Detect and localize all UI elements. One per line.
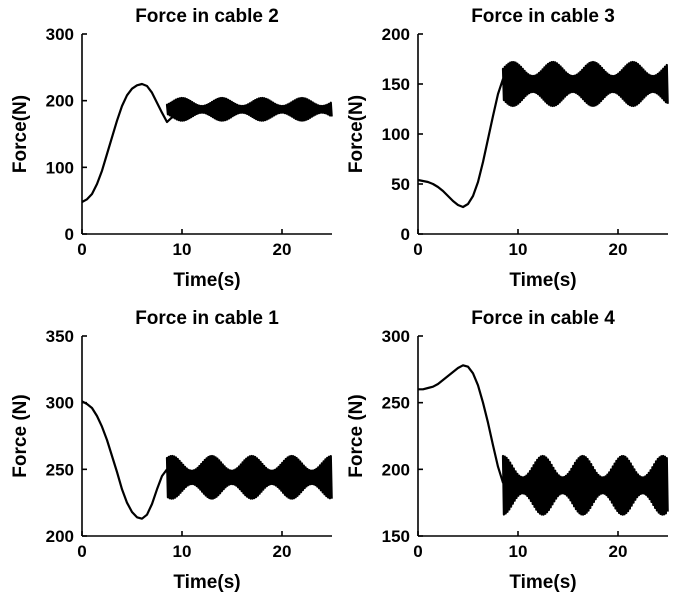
chart-title: Force in cable 2: [135, 6, 279, 27]
y-tick-label: 300: [46, 394, 74, 413]
x-tick-label: 20: [609, 240, 628, 259]
y-tick-label: 300: [382, 327, 410, 346]
y-tick-label: 250: [382, 394, 410, 413]
series-line: [417, 60, 669, 209]
y-tick-label: 300: [46, 25, 74, 44]
x-axis-label: Time(s): [173, 572, 240, 593]
y-tick-label: 100: [382, 125, 410, 144]
y-tick-label: 200: [382, 460, 410, 479]
subplot-3: Force in cable 1 200 250 300 350 0 10 20 Time(s)…: [10, 308, 333, 593]
y-axis-label: Force(N): [10, 95, 31, 173]
y-tick-label: 150: [382, 527, 410, 546]
chart-title: Force in cable 1: [135, 308, 279, 329]
y-tick-label: 50: [391, 175, 410, 194]
x-axis-label: Time(s): [509, 270, 576, 291]
y-axis-label: Force(N): [346, 95, 367, 173]
y-tick-label: 0: [65, 225, 74, 244]
subplot-4: Force in cable 4 150 200 250 300 0 10 20 Time(s)…: [346, 308, 669, 593]
y-tick-label: 200: [382, 25, 410, 44]
series-line: [81, 400, 333, 520]
chart-title: Force in cable 3: [471, 6, 615, 27]
x-tick-label: 20: [273, 542, 292, 561]
series-line: [418, 364, 669, 516]
y-tick-label: 200: [46, 527, 74, 546]
x-tick-label: 10: [173, 542, 192, 561]
x-tick-label: 10: [509, 542, 528, 561]
x-tick-label: 10: [173, 240, 192, 259]
series-line: [81, 82, 333, 203]
y-tick-label: 350: [46, 327, 74, 346]
x-axis-label: Time(s): [509, 572, 576, 593]
x-tick-label: 0: [413, 542, 422, 561]
subplot-1: Force in cable 2 0 100 200 300 0 10 20 Time(s) Fo…: [10, 6, 333, 291]
y-tick-label: 250: [46, 460, 74, 479]
x-tick-label: 0: [77, 240, 86, 259]
y-tick-label: 150: [382, 75, 410, 94]
x-tick-label: 20: [273, 240, 292, 259]
chart-title: Force in cable 4: [471, 308, 615, 329]
x-axis-label: Time(s): [173, 270, 240, 291]
y-tick-label: 100: [46, 158, 74, 177]
x-tick-label: 0: [77, 542, 86, 561]
y-axis-label: Force (N): [10, 394, 31, 477]
x-tick-label: 20: [609, 542, 628, 561]
subplot-2: Force in cable 3 0 50 100 150 200 0 10 20 Time(s)…: [346, 6, 669, 291]
y-tick-label: 0: [401, 225, 410, 244]
x-tick-label: 10: [509, 240, 528, 259]
y-axis-label: Force (N): [346, 394, 367, 477]
y-tick-label: 200: [46, 92, 74, 111]
x-tick-label: 0: [413, 240, 422, 259]
